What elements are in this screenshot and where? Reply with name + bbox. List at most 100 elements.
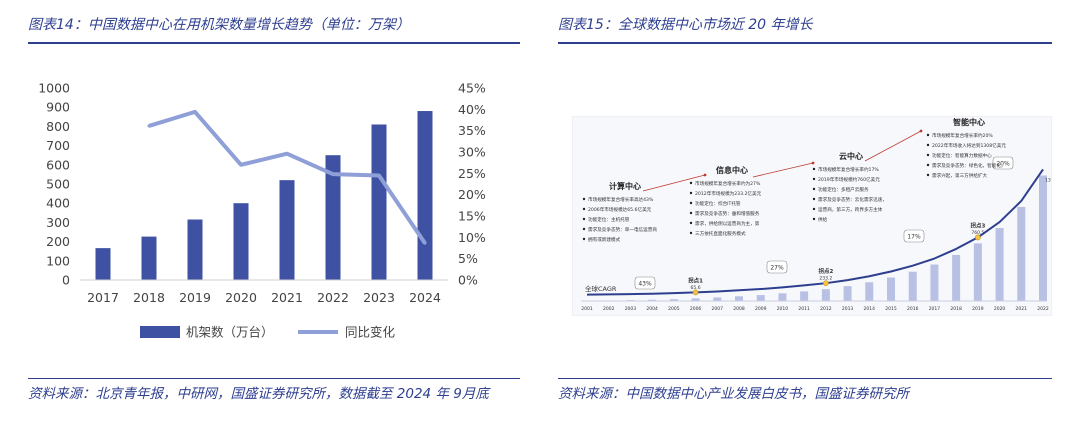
market-bar [756, 295, 765, 301]
stage-bullet-dot [582, 217, 586, 221]
global-dc-growth-figure: 2001 2002 2003 2004 2005 2006 2007 2008 2009 2010… [581, 117, 1057, 312]
stage-bullet-dot [582, 237, 586, 241]
right-title-rule [558, 42, 1052, 44]
year-label: 2011 [798, 306, 810, 312]
stage-title: 智能中心 [953, 117, 985, 127]
stage-bullet-text: 功能定位：主机托管 [588, 216, 630, 223]
yoy-point [423, 241, 427, 245]
turning-point-marker [823, 280, 829, 287]
turning-point-marker [692, 289, 699, 296]
stage-bullet-dot [926, 163, 930, 167]
year-label: 2012 [820, 306, 832, 312]
cagr-badge-text: 27% [770, 265, 784, 272]
legend-line-label: 同比变化 [345, 325, 396, 340]
bar-racks [233, 203, 249, 280]
stage-bullet-text: 需求及竞争态势：单一电信运营商 [588, 226, 657, 233]
year-label: 2017 [929, 306, 941, 312]
yoy-point [193, 110, 197, 114]
y-left-tick-label: 500 [46, 177, 70, 192]
y-right-tick-label: 25% [458, 166, 486, 181]
stage-bullet-dot [689, 181, 693, 185]
y-right-tick-label: 20% [458, 187, 486, 202]
y-left-tick-label: 900 [46, 100, 70, 115]
turning-point-marker [975, 234, 981, 241]
stage-bullet-dot [812, 217, 816, 221]
y-left-tick-label: 0 [62, 273, 70, 288]
right-source-text: 资料来源：中国数据中心产业发展白皮书，国盛证券研究所 [558, 386, 909, 402]
year-label: 2006 [690, 306, 702, 312]
stage-bullet-text: 三方依托直面化服务模式 [695, 230, 746, 237]
right-chart-title: 图表15：全球数据中心市场近 20 年增长 [558, 17, 813, 33]
stage-bullet-text: 市场规模年复合增长率约20% [932, 132, 993, 139]
stage-bullet-text: 需求及竞争态势：云化需求迅速， [818, 196, 887, 203]
right-source-rule [558, 378, 1052, 379]
yoy-point [377, 173, 381, 177]
stage-bullet-dot [812, 177, 816, 181]
market-bar [1039, 175, 1047, 301]
arrow-head [919, 129, 923, 133]
stage-bullet-dot [689, 211, 693, 215]
rack-growth-chart: 0 100 200 300 400 500 600 700 800 900 1000 0% 5% 10% 1… [38, 81, 486, 340]
arrow-head [811, 161, 815, 165]
bar-racks [187, 219, 203, 280]
stage-bullet-dot [812, 207, 816, 211]
stage-bullet-text: 功能定位：多租户云服务 [818, 186, 869, 193]
market-bar [778, 293, 787, 301]
legend-bar-swatch [140, 326, 180, 338]
y-right-tick-label: 30% [458, 145, 486, 160]
x-tick-label: 2017 [87, 290, 119, 305]
year-label: 2018 [950, 306, 962, 312]
bar-racks [279, 180, 295, 280]
stage-title: 计算中心 [609, 181, 641, 191]
market-bar [865, 282, 874, 301]
stage-transition-arrow [752, 162, 814, 178]
year-label: 2004 [646, 306, 658, 312]
stage-bullet-text: 2012年市场规模为233.2亿美元 [695, 190, 762, 197]
x-tick-label: 2023 [363, 290, 395, 305]
turning-point-label: 拐点3 [969, 221, 985, 229]
stage-bullet-text: 需求及竞争态势：绿色化，智能化， [932, 162, 1006, 169]
turning-point-value: 65.6 [691, 285, 701, 291]
market-bar [952, 254, 961, 301]
market-bar [887, 277, 895, 301]
stage-bullet-text: 功能定位：智能算力数据中心 [932, 152, 992, 159]
y-right-tick-label: 15% [458, 209, 486, 224]
y-right-tick-label: 45% [458, 81, 486, 96]
cagr-badge [992, 156, 1014, 170]
y-left-tick-label: 200 [46, 234, 70, 249]
year-label: 2007 [712, 306, 724, 312]
year-label: 2008 [733, 306, 745, 312]
stage-bullet-text: 需求及竞争态势：垂和增值服务 [695, 210, 760, 217]
stage-bullet-text: 市场规模年复合增长率约17% [818, 166, 879, 173]
market-bar [648, 299, 657, 301]
market-bar [908, 271, 917, 301]
turning-point-value: 233.2 [819, 276, 832, 282]
market-bar [735, 296, 743, 301]
stage-bullet-dot [926, 153, 930, 157]
y-left-tick-label: 700 [46, 138, 70, 153]
x-tick-label: 2018 [133, 290, 165, 305]
cagr-badge-text: 17% [907, 234, 921, 241]
stage-transition-arrow [642, 174, 706, 192]
stage-bullet-dot [582, 197, 586, 201]
yoy-point [147, 124, 151, 128]
left-source-text: 资料来源：北京青年报，中研网，国盛证券研究所，数据截至 2024 年 9月底 [28, 386, 489, 402]
stage-bullet-dot [926, 143, 930, 147]
stage-bullet-text: 需求，供给侧以运营商为主，第 [695, 220, 760, 227]
stage-bullet-text: 拥有或新建模式 [588, 236, 621, 243]
yoy-point [285, 152, 289, 156]
year-label: 2001 [581, 306, 593, 312]
stage-bullet-dot [689, 221, 693, 225]
stage-bullet-dot [689, 201, 693, 205]
stage-title: 云中心 [839, 151, 863, 161]
x-tick-label: 2019 [179, 290, 211, 305]
y-right-tick-label: 0% [458, 273, 478, 288]
cagr-badge [634, 276, 656, 290]
stage-bullet-text: 运营商，第三方，跨界多方主体 [818, 206, 883, 213]
cagr-badge [766, 260, 788, 274]
stage-transition-arrow [864, 130, 922, 162]
left-chart-title: 图表14：中国数据中心在用机架数量增长趋势（单位：万架） [28, 17, 410, 33]
market-bar [995, 228, 1004, 301]
cagr-badge-text: 43% [638, 281, 652, 288]
global-dc-infographic: 2001 2002 2003 2004 2005 2006 2007 2008 2009 2010… [572, 116, 1057, 316]
